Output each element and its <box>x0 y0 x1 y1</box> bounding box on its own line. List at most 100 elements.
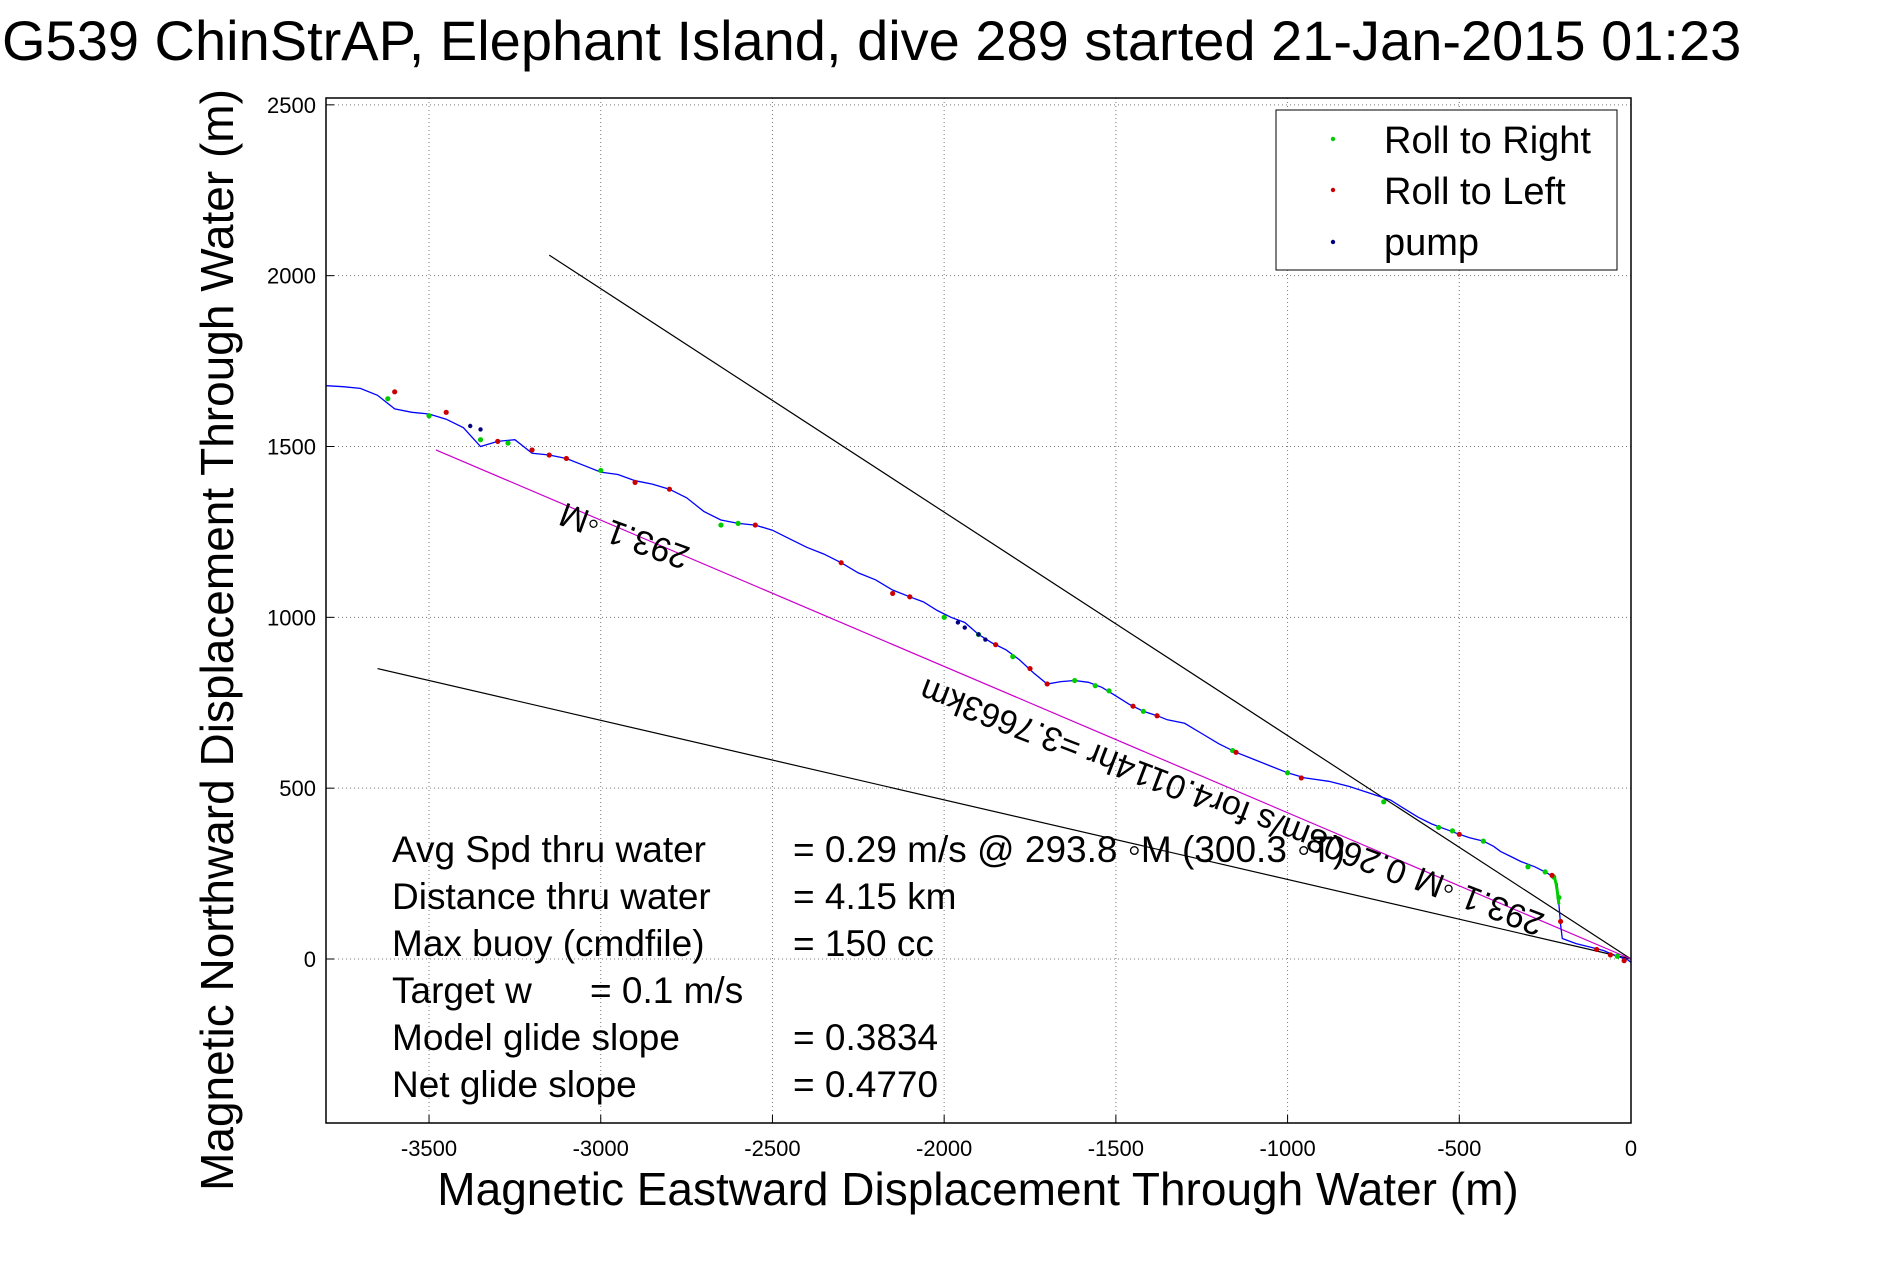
y-tick-label: 1500 <box>267 435 316 460</box>
roll-right-point <box>1480 838 1486 844</box>
stats-value: = 0.3834 <box>793 1017 938 1058</box>
roll-right-point <box>1381 799 1387 805</box>
roll-left-point <box>838 560 844 566</box>
reference-lines <box>377 254 1632 960</box>
pump-point <box>962 625 967 630</box>
roll-left-point <box>495 438 501 444</box>
roll-right-point <box>1140 708 1146 714</box>
roll-right-point <box>1106 688 1112 694</box>
roll-left-point <box>1456 831 1462 837</box>
roll-right-point <box>385 396 391 402</box>
y-tick-label: 500 <box>279 776 316 801</box>
roll-right-point <box>718 522 724 528</box>
roll-right-point <box>1092 683 1098 689</box>
line-annotation: 293.1 ◦M <box>555 494 695 576</box>
roll-right-point <box>477 437 484 443</box>
roll-right-point <box>735 520 741 526</box>
x-tick-label: -3500 <box>401 1136 457 1161</box>
roll-left-point <box>1621 958 1627 964</box>
roll-right-point <box>505 440 511 446</box>
roll-left-point <box>752 522 758 528</box>
roll-right-point <box>941 614 947 620</box>
roll-right-segment <box>1552 876 1561 905</box>
axis-ticks: -3500 -3000 -2500 -2000 -1500 -1000 -500 0 0 500 1… <box>267 93 1637 1161</box>
stats-label: Net glide slope <box>392 1064 637 1105</box>
heading-line-upper <box>548 254 1632 960</box>
legend-label-pump: pump <box>1384 222 1479 264</box>
y-tick-label: 2000 <box>267 264 316 289</box>
stats-value: = 0.29 m/s @ 293.8 ◦M (300.3 ◦T) <box>793 829 1345 870</box>
roll-left-point <box>1154 713 1160 719</box>
stats-value: = 150 cc <box>793 923 934 964</box>
stats-value: = 0.4770 <box>793 1064 938 1105</box>
y-tick-label: 0 <box>304 947 316 972</box>
roll-right-point <box>598 467 604 474</box>
legend-label-roll-right: Roll to Right <box>1384 120 1591 162</box>
roll-left-point <box>632 479 638 485</box>
stats-label: Avg Spd thru water <box>392 829 706 870</box>
roll-left-point <box>1044 681 1050 687</box>
roll-right-point <box>1556 894 1562 901</box>
pump-point <box>983 637 988 642</box>
x-tick-label: -1500 <box>1088 1136 1144 1161</box>
net-line <box>435 449 1632 960</box>
y-axis-label: Magnetic Northward Displacement Through … <box>191 89 243 1191</box>
stats-label: Distance thru water <box>392 876 711 917</box>
stats-block: Avg Spd thru water = 0.29 m/s @ 293.8 ◦M … <box>392 829 1345 1105</box>
stats-label: Target w <box>392 970 532 1011</box>
y-tick-label: 2500 <box>267 93 316 118</box>
roll-left-point <box>563 455 569 462</box>
chart-title: G539 ChinStrAP, Elephant Island, dive 28… <box>2 9 1741 72</box>
roll-left-point <box>1233 749 1239 755</box>
roll-right-point <box>1072 677 1078 684</box>
heading-line-lower <box>377 667 1632 960</box>
pump-point <box>955 620 961 625</box>
x-tick-label: 0 <box>1625 1136 1637 1161</box>
x-tick-label: -3000 <box>573 1136 629 1161</box>
roll-right-point <box>426 413 432 419</box>
roll-markers <box>385 389 1627 964</box>
stats-label: Max buoy (cmdfile) <box>392 923 705 964</box>
roll-left-point <box>1607 952 1613 958</box>
roll-right-point <box>1542 869 1548 875</box>
roll-left-point <box>1027 665 1033 672</box>
roll-left-point <box>1594 946 1600 953</box>
stats-value: = 0.1 m/s <box>590 970 743 1011</box>
x-tick-label: -1000 <box>1259 1136 1315 1161</box>
stats-label: Model glide slope <box>392 1017 680 1058</box>
roll-left-point <box>529 447 535 453</box>
x-tick-label: -500 <box>1437 1136 1481 1161</box>
roll-right-point <box>1010 654 1016 660</box>
track-line <box>325 385 1632 963</box>
roll-left-point <box>890 590 896 597</box>
pump-point <box>468 423 473 429</box>
legend-marker-roll-right <box>1330 136 1336 142</box>
roll-right-point <box>1525 864 1531 870</box>
legend-label-roll-left: Roll to Left <box>1384 171 1566 213</box>
y-tick-label: 1000 <box>267 605 316 630</box>
pump-point <box>976 632 981 637</box>
roll-right-point <box>1436 824 1442 831</box>
roll-left-point <box>443 409 449 415</box>
roll-left-point <box>1557 918 1564 925</box>
x-tick-label: -2500 <box>744 1136 800 1161</box>
roll-right-point <box>1284 770 1291 776</box>
x-tick-label: -2000 <box>916 1136 972 1161</box>
stats-value: = 4.15 km <box>793 876 957 917</box>
x-axis-label: Magnetic Eastward Displacement Through W… <box>437 1163 1518 1215</box>
roll-right-point <box>1614 953 1620 959</box>
roll-left-point <box>1298 775 1304 781</box>
roll-left-point <box>907 594 913 600</box>
roll-right-point <box>1449 828 1456 834</box>
roll-left-point <box>666 486 673 492</box>
line-annotation: 293.1 ◦M <box>1410 859 1550 943</box>
roll-left-point <box>1130 703 1136 709</box>
legend: Roll to Right Roll to Left pump <box>1275 109 1618 271</box>
legend-marker-roll-left <box>1330 187 1336 193</box>
roll-left-point <box>546 452 552 458</box>
roll-left-point <box>392 389 398 395</box>
pump-point <box>478 427 483 432</box>
roll-left-point <box>993 642 999 648</box>
legend-marker-pump <box>1330 239 1336 245</box>
